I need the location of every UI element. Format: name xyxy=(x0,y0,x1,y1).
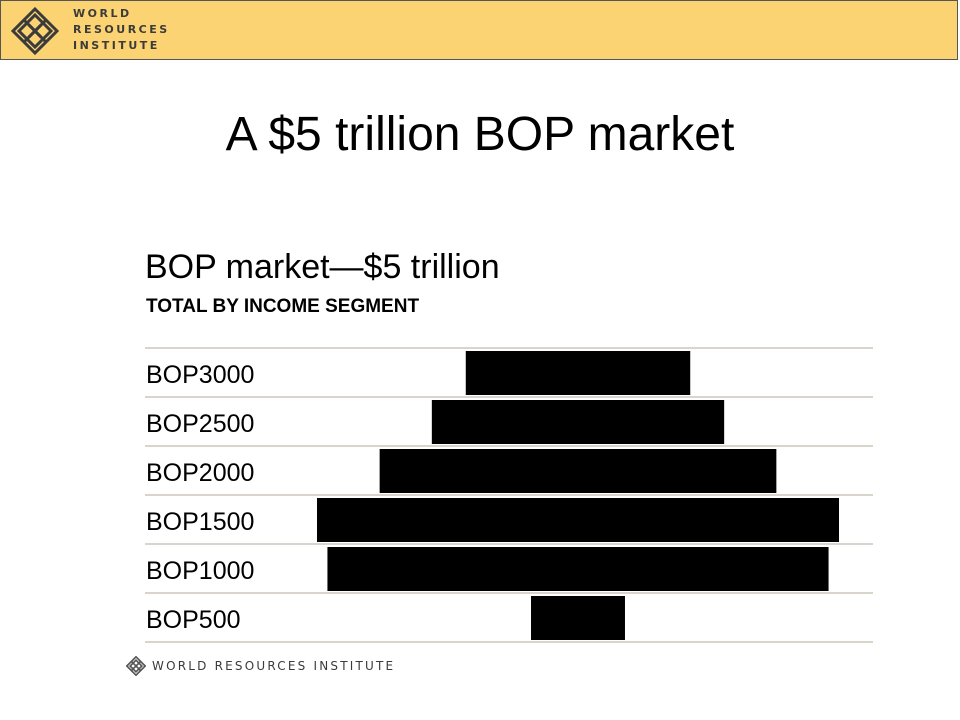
category-label: BOP500 xyxy=(146,606,241,634)
bop-chart: BOP3000 BOP2500 BOP2000 BOP1500 BOP1000 BOP50… xyxy=(145,347,873,643)
chart-title: BOP market—$5 trillion xyxy=(145,248,500,286)
wordmark-line: INSTITUTE xyxy=(73,39,160,52)
bar-bop500 xyxy=(531,596,625,640)
chart-area: BOP3000 BOP2500 BOP2000 BOP1500 BOP1000 BOP50… xyxy=(0,230,960,720)
bar-bop3000 xyxy=(465,351,691,395)
wri-knot-icon xyxy=(11,7,59,55)
wordmark-line: WORLD xyxy=(73,7,132,20)
header-band: WORLD RESOURCES INSTITUTE xyxy=(0,0,958,60)
category-label: BOP1000 xyxy=(146,557,254,585)
category-label: BOP2000 xyxy=(146,459,254,487)
chart-subtitle: TOTAL BY INCOME SEGMENT xyxy=(146,296,420,317)
bar-bop1500 xyxy=(317,498,839,542)
footer-text: WORLD RESOURCES INSTITUTE xyxy=(152,659,396,673)
wordmark-line: RESOURCES xyxy=(73,23,170,36)
header-wordmark: WORLD RESOURCES INSTITUTE xyxy=(73,6,170,54)
bar-bop2000 xyxy=(379,449,777,493)
bar-bop1000 xyxy=(327,547,829,591)
wri-knot-icon xyxy=(126,656,146,676)
bar-bop2500 xyxy=(431,400,725,444)
slide-title: A $5 trillion BOP market xyxy=(225,108,735,161)
category-label: BOP1500 xyxy=(146,508,254,536)
category-label: BOP2500 xyxy=(146,410,254,438)
category-label: BOP3000 xyxy=(146,361,254,389)
